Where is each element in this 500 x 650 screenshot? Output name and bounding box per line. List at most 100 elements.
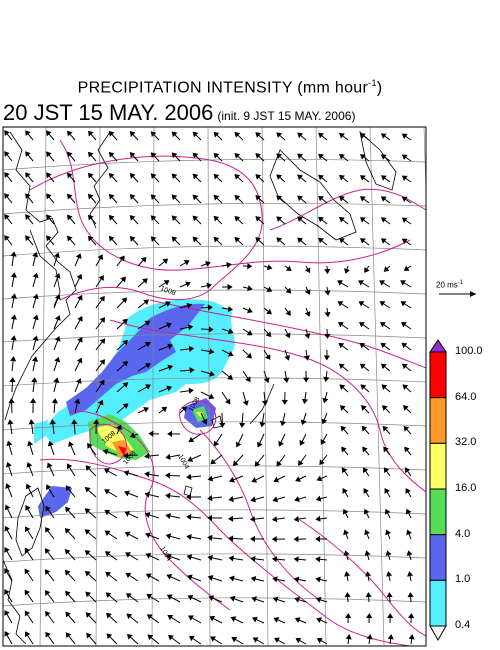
wind-vector-head [25,235,31,242]
wind-vector-head [285,310,291,316]
wind-vector-head [234,194,241,201]
colorbar-box-1 [429,397,447,444]
china-south-coast [3,559,27,645]
valid-time: 20 JST 15 MAY. 2006 [3,100,214,125]
wind-vector-head [234,236,241,243]
wind-vector-head [106,612,112,619]
wind-vector-head [358,322,365,328]
wind-vector-head [363,508,370,515]
wind-vector-head [77,315,83,322]
wind-vector-head [46,151,52,158]
wind-vector-head [165,512,171,520]
wind-vector-head [99,359,106,365]
wind-vector-head [276,153,283,159]
wind-vector-head [322,397,329,404]
wind-vector-head [84,508,91,514]
wind-vector-head [143,407,149,413]
wind-vector-head [84,550,91,556]
wind-vector-head [318,174,324,181]
wind-vector-head [208,326,214,333]
colorbar-label-5: 1.0 [455,573,471,586]
rain-cell-small [34,420,48,444]
wind-vector-head [165,472,171,479]
wind-vector-head [224,398,231,405]
wind-vector-head [64,549,71,555]
wind-vector-head [358,280,364,286]
wind-vector-head [189,367,195,374]
wind-vector-head [250,555,256,562]
wind-vector-head [207,475,214,482]
wind-vector-head [247,307,253,314]
wind-vector-head [271,536,277,543]
wind-vector-head [315,515,321,522]
wind-vector-head [234,215,241,222]
wind-vector-head [129,173,136,179]
wind-vector-head [364,529,371,536]
wind-vector-head [76,357,83,364]
wind-vector-head [188,387,194,394]
wind-vector-head [230,616,237,622]
wind-vector-head [148,430,154,437]
wind-vector-head [186,554,193,561]
wind-vector-head [364,550,371,556]
wind-vector-head [251,616,258,623]
wind-vector-head [255,237,262,243]
wind-vector-head [405,488,411,494]
wind-vector-head [45,527,51,533]
wind-vector-head [54,356,61,363]
wind-vector-head [5,483,12,489]
wind-vector-head [108,193,115,200]
wind-vector-head [318,216,324,223]
wind-vector-head [403,265,410,271]
wind-vector-head [8,398,15,404]
wind-vector-head [188,436,195,443]
wind-vector-head [64,528,71,534]
wind-vector-head [129,131,136,137]
wind-vector-head [401,175,408,181]
wind-vector-head [45,631,51,638]
wind-vector-head [150,131,157,137]
wind-vector-head [6,440,13,447]
wind-vector-head [207,554,213,561]
wind-vector-head [25,193,31,200]
wind-vector-head [146,594,153,600]
wind-vector-head [380,154,387,160]
wind-vector-head [401,196,408,202]
wind-vector-head [10,314,17,320]
wind-vector-head [209,370,215,377]
wind-vector-head [297,174,303,181]
wind-vector-head [381,384,388,390]
wind-vector-head [401,342,408,349]
wind-vector-head [124,511,131,517]
wind-vector-head [46,235,52,242]
wind-vector-head [344,571,351,577]
wind-vector-head [386,592,393,598]
wind-vector-head [276,216,283,222]
wind-vector-head [108,172,115,179]
reference-vector-text: 20 ms [436,280,458,290]
wind-vector-head [163,280,170,286]
wind-vector-head [171,173,178,180]
wind-vector-head [298,460,304,466]
wind-vector-head [126,633,133,640]
wind-vector-head [192,152,199,159]
wind-vector-head [407,592,414,598]
wind-vector-head [251,596,257,603]
wind-vector-head [297,153,303,160]
wind-vector-head [342,508,349,515]
wind-vector-head [64,569,71,576]
wind-vector-head [315,495,322,502]
wind-vector-head [294,596,300,603]
wind-vector-head [362,446,368,453]
reference-vector-label: 20 ms-1 [436,280,463,290]
wind-vector-head [401,154,408,160]
wind-vector-head [227,350,234,357]
wind-vector-head [123,470,130,477]
wind-vector-head [272,596,279,603]
wind-vector-head [380,238,387,244]
wind-vector-head [359,363,366,370]
wind-vector-head [358,301,365,307]
wind-vector-head [129,194,136,200]
wind-vector-head [123,452,129,459]
wind-vector-head [206,282,212,289]
